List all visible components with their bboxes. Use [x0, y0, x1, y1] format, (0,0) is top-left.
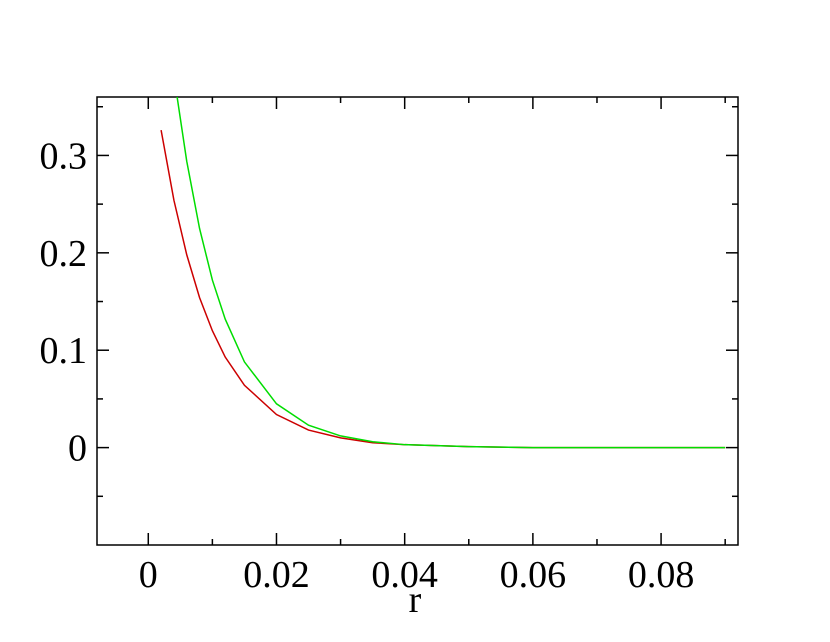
y-tick-label: 0.3 — [40, 135, 88, 177]
plot-frame — [96, 96, 739, 546]
x-axis-label: r — [409, 579, 422, 621]
y-tick-label: 0.1 — [40, 330, 88, 372]
x-tick-label: 0.06 — [500, 554, 567, 596]
plot-lines — [160, 97, 726, 449]
x-tick-label: 0.02 — [243, 554, 310, 596]
data-line — [176, 97, 726, 449]
y-tick-label: 0 — [68, 428, 87, 470]
x-tick-label: 0 — [139, 554, 158, 596]
y-tick-label: 0.2 — [40, 233, 88, 275]
x-tick-label: 0.04 — [371, 554, 438, 596]
x-tick-label: 0.08 — [628, 554, 695, 596]
data-line — [160, 129, 726, 449]
